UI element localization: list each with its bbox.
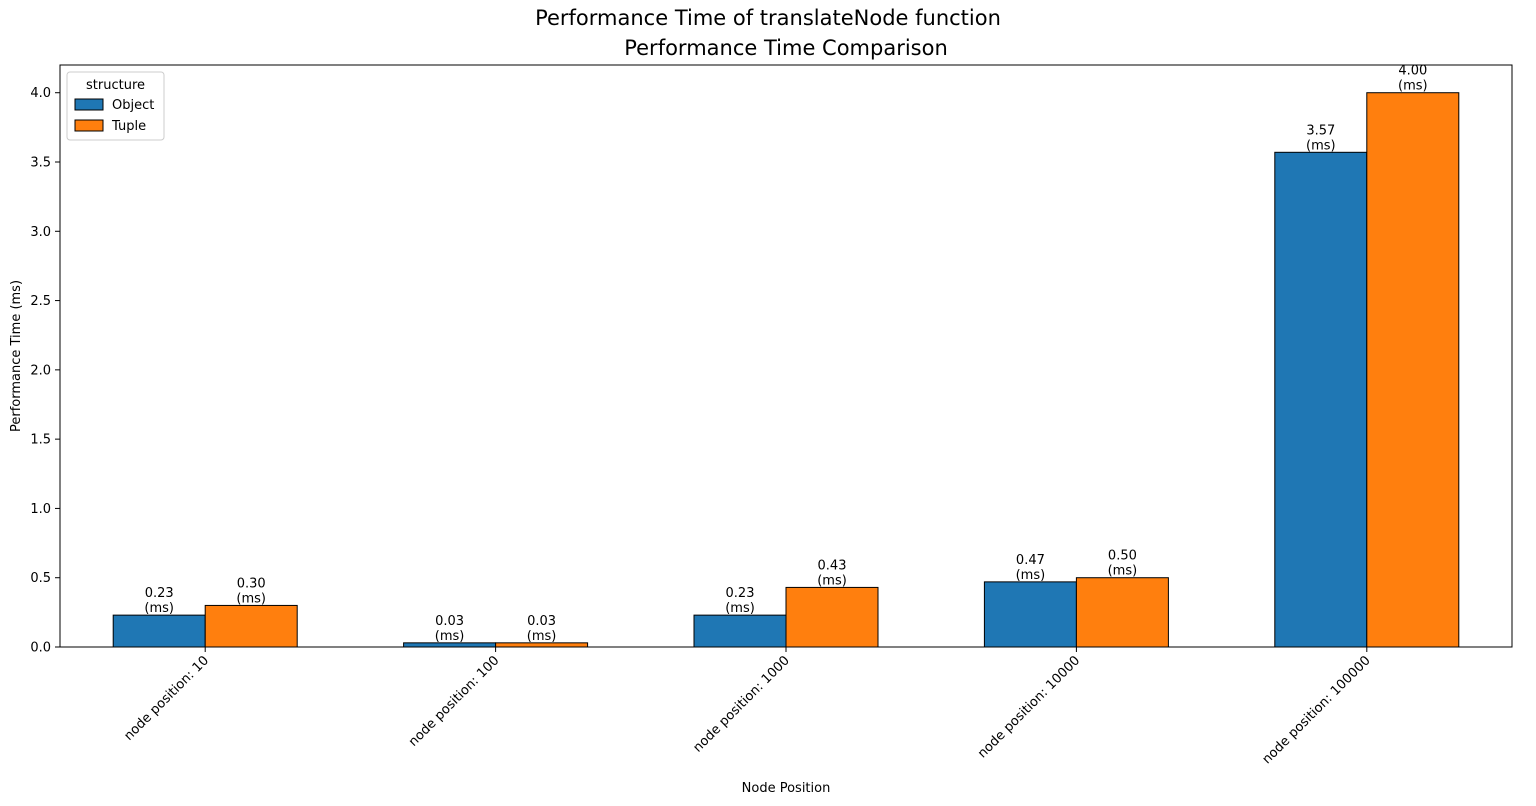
bar-object (112, 614, 206, 648)
data-label: 3.57 (1306, 123, 1335, 138)
data-label-unit: (ms) (236, 591, 266, 606)
y-tick-label: 0.5 (30, 571, 51, 586)
data-label-unit: (ms) (435, 629, 465, 644)
legend-title: structure (86, 78, 145, 93)
data-label: 0.23 (145, 586, 174, 601)
figure-suptitle: Performance Time of translateNode functi… (535, 6, 1001, 30)
data-label: 0.23 (726, 586, 755, 601)
y-tick-label: 0.0 (30, 641, 51, 656)
data-label: 0.30 (237, 576, 266, 591)
data-label: 0.50 (1108, 549, 1137, 564)
bar-object (983, 581, 1077, 648)
bar-tuple (785, 586, 879, 648)
x-axis-label: Node Position (742, 781, 831, 796)
data-label-unit: (ms) (527, 629, 557, 644)
data-label-unit: (ms) (1016, 568, 1046, 583)
y-tick-label: 2.0 (30, 363, 51, 378)
y-axis-label: Performance Time (ms) (9, 280, 24, 432)
legend-label-tuple: Tuple (111, 119, 146, 134)
data-label: 0.03 (527, 614, 556, 629)
bar-tuple (204, 604, 298, 648)
x-tick-label: node position: 1000 (691, 653, 793, 755)
y-tick-label: 2.5 (30, 294, 51, 309)
data-label-unit: (ms) (1306, 138, 1336, 153)
chart-title: Performance Time Comparison (624, 36, 948, 60)
bar-tuple (1075, 577, 1169, 648)
legend-swatch-tuple (74, 119, 104, 132)
bar-object (1274, 151, 1368, 648)
data-label: 0.47 (1016, 553, 1045, 568)
bar-tuple (1366, 92, 1460, 648)
legend-label-object: Object (112, 98, 154, 113)
x-tick-label: node position: 100 (406, 653, 502, 749)
data-label-unit: (ms) (1398, 79, 1428, 94)
data-label: 4.00 (1398, 64, 1427, 79)
data-label: 0.43 (818, 558, 847, 573)
x-tick-label: node position: 100000 (1260, 653, 1374, 767)
data-label: 0.03 (435, 614, 464, 629)
y-tick-label: 3.5 (30, 156, 51, 171)
x-tick-label: node position: 10000 (975, 653, 1083, 761)
x-tick-label: node position: 10 (121, 653, 212, 744)
y-tick-label: 4.0 (30, 86, 51, 101)
data-label-unit: (ms) (144, 601, 174, 616)
y-tick-label: 1.5 (30, 433, 51, 448)
y-tick-label: 1.0 (30, 502, 51, 517)
data-label-unit: (ms) (817, 573, 847, 588)
bar-object (693, 614, 787, 648)
plot-frame (59, 64, 1513, 648)
data-label-unit: (ms) (1108, 564, 1138, 579)
data-label-unit: (ms) (725, 601, 755, 616)
legend-swatch-object (74, 98, 104, 111)
y-tick-label: 3.0 (30, 225, 51, 240)
